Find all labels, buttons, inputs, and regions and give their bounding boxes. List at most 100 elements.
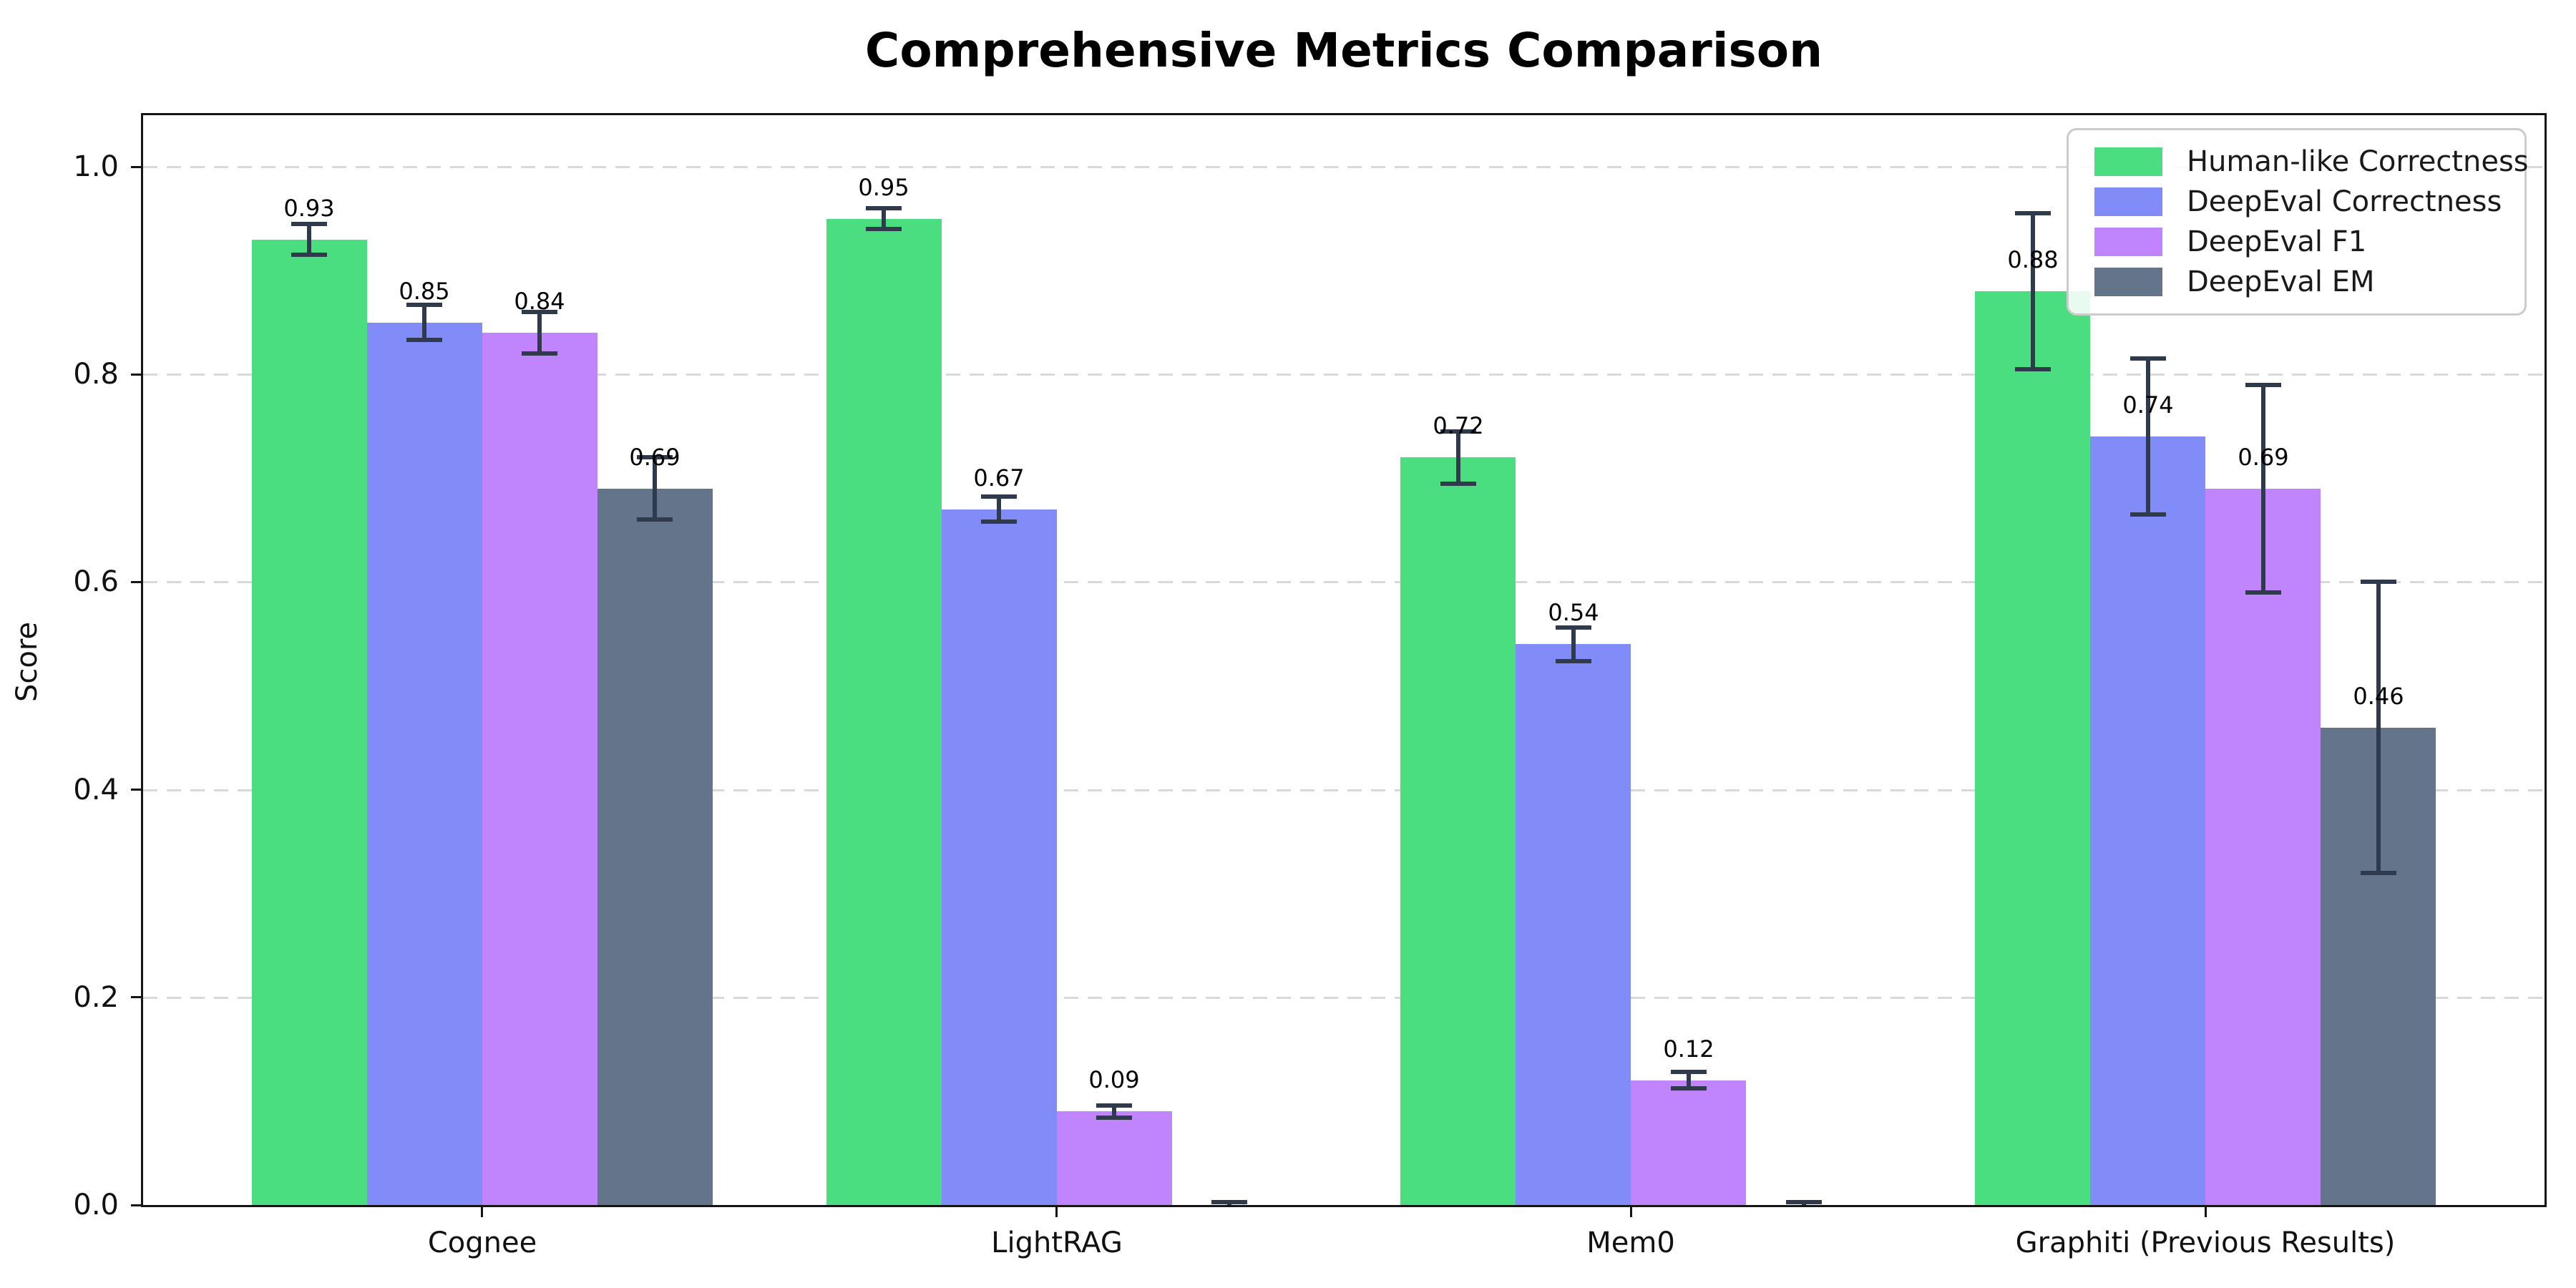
bar-lightrag-human-like-correctness xyxy=(826,219,942,1205)
x-tick-label-mem0: Mem0 xyxy=(1586,1226,1675,1259)
y-tick-mark-0.0 xyxy=(131,1204,141,1206)
bar-value-label-graphiti-previous-results-human-like-correctness: 0.88 xyxy=(2007,246,2059,273)
error-cap-top-cognee-deepeval-correctness xyxy=(406,303,442,307)
legend: Human-like Correctness DeepEval Correctne… xyxy=(2067,128,2529,316)
legend-label-deepeval-f1: DeepEval F1 xyxy=(2187,225,2367,258)
error-cap-top-lightrag-human-like-correctness xyxy=(866,206,902,210)
legend-item-deepeval-em: DeepEval EM xyxy=(2094,262,2524,302)
bar-value-label-cognee-deepeval-correctness: 0.85 xyxy=(399,278,450,305)
error-bar-lightrag-deepeval-correctness xyxy=(997,497,1001,522)
y-tick-label-0.4: 0.4 xyxy=(73,774,119,806)
bar-lightrag-deepeval-correctness xyxy=(942,509,1057,1205)
error-cap-bottom-mem0-deepeval-em xyxy=(1786,1206,1822,1207)
bar-graphiti-previous-results-deepeval-f1 xyxy=(2205,489,2321,1205)
bar-cognee-deepeval-em xyxy=(597,489,713,1205)
error-cap-top-cognee-deepeval-em xyxy=(637,455,673,459)
error-cap-bottom-mem0-human-like-correctness xyxy=(1440,482,1476,486)
error-cap-top-cognee-deepeval-f1 xyxy=(522,310,557,314)
bar-cognee-deepeval-correctness xyxy=(367,323,482,1205)
error-bar-graphiti-previous-results-deepeval-em xyxy=(2376,582,2381,872)
error-cap-bottom-mem0-deepeval-f1 xyxy=(1671,1086,1707,1091)
error-bar-lightrag-human-like-correctness xyxy=(882,208,886,229)
error-cap-bottom-mem0-deepeval-correctness xyxy=(1556,659,1591,663)
legend-item-deepeval-f1: DeepEval F1 xyxy=(2094,222,2524,262)
x-tick-mark-cognee xyxy=(481,1207,483,1217)
error-cap-top-graphiti-previous-results-deepeval-em xyxy=(2361,580,2396,584)
error-bar-mem0-human-like-correctness xyxy=(1456,431,1460,484)
error-cap-bottom-cognee-deepeval-correctness xyxy=(406,338,442,342)
error-cap-top-graphiti-previous-results-deepeval-f1 xyxy=(2245,383,2281,387)
error-bar-cognee-deepeval-em xyxy=(653,457,657,519)
legend-swatch-deepeval-f1 xyxy=(2094,228,2162,256)
bar-graphiti-previous-results-deepeval-correctness xyxy=(2090,436,2205,1205)
bar-value-label-cognee-deepeval-f1: 0.84 xyxy=(514,288,565,315)
error-cap-bottom-cognee-deepeval-f1 xyxy=(522,351,557,356)
error-bar-cognee-deepeval-correctness xyxy=(422,305,426,340)
error-cap-bottom-lightrag-deepeval-em xyxy=(1211,1206,1247,1207)
y-tick-label-0.0: 0.0 xyxy=(73,1189,119,1221)
legend-label-deepeval-em: DeepEval EM xyxy=(2187,265,2375,298)
bar-value-label-graphiti-previous-results-deepeval-f1: 0.69 xyxy=(2238,444,2289,471)
chart-title: Comprehensive Metrics Comparison xyxy=(864,23,1823,78)
y-axis-label: Score xyxy=(11,621,44,703)
error-cap-top-graphiti-previous-results-human-like-correctness xyxy=(2015,211,2051,215)
bar-value-label-cognee-human-like-correctness: 0.93 xyxy=(283,195,335,222)
error-bar-graphiti-previous-results-deepeval-correctness xyxy=(2146,358,2150,514)
error-cap-bottom-lightrag-human-like-correctness xyxy=(866,227,902,231)
gridline-0.2 xyxy=(143,996,2545,999)
error-bar-cognee-human-like-correctness xyxy=(307,224,311,255)
error-cap-bottom-graphiti-previous-results-human-like-correctness xyxy=(2015,367,2051,371)
x-tick-mark-mem0 xyxy=(1630,1207,1632,1217)
legend-label-human-like-correctness: Human-like Correctness xyxy=(2187,145,2529,178)
gridline-0.4 xyxy=(143,789,2545,791)
y-tick-mark-0.6 xyxy=(131,581,141,583)
error-bar-mem0-deepeval-correctness xyxy=(1571,628,1576,660)
bar-value-label-lightrag-human-like-correctness: 0.95 xyxy=(858,174,909,201)
bar-value-label-lightrag-deepeval-f1: 0.09 xyxy=(1088,1066,1140,1093)
bar-value-label-cognee-deepeval-em: 0.69 xyxy=(629,444,680,471)
x-tick-label-graphiti-previous-results: Graphiti (Previous Results) xyxy=(2015,1226,2396,1259)
error-cap-bottom-graphiti-previous-results-deepeval-f1 xyxy=(2245,590,2281,595)
error-cap-bottom-cognee-human-like-correctness xyxy=(291,253,327,257)
bar-value-label-mem0-human-like-correctness: 0.72 xyxy=(1433,412,1484,439)
y-tick-mark-0.2 xyxy=(131,996,141,998)
bar-value-label-mem0-deepeval-correctness: 0.54 xyxy=(1548,599,1599,626)
bar-value-label-graphiti-previous-results-deepeval-correctness: 0.74 xyxy=(2122,391,2174,419)
error-cap-top-mem0-deepeval-correctness xyxy=(1556,625,1591,630)
error-cap-top-lightrag-deepeval-f1 xyxy=(1096,1103,1132,1108)
x-tick-mark-graphiti-previous-results xyxy=(2205,1207,2207,1217)
error-cap-top-mem0-deepeval-em xyxy=(1786,1200,1822,1204)
bar-mem0-deepeval-f1 xyxy=(1631,1080,1746,1205)
error-cap-top-mem0-deepeval-f1 xyxy=(1671,1070,1707,1074)
error-cap-top-lightrag-deepeval-em xyxy=(1211,1200,1247,1204)
bar-mem0-human-like-correctness xyxy=(1400,457,1516,1205)
error-bar-lightrag-deepeval-f1 xyxy=(1112,1106,1116,1118)
error-bar-cognee-deepeval-f1 xyxy=(537,312,542,353)
legend-item-human-like-correctness: Human-like Correctness xyxy=(2094,142,2529,182)
error-cap-bottom-cognee-deepeval-em xyxy=(637,517,673,522)
error-cap-bottom-graphiti-previous-results-deepeval-em xyxy=(2361,871,2396,875)
y-tick-label-0.8: 0.8 xyxy=(73,358,119,391)
bar-mem0-deepeval-correctness xyxy=(1516,644,1631,1205)
legend-swatch-deepeval-correctness xyxy=(2094,187,2162,216)
error-cap-top-mem0-human-like-correctness xyxy=(1440,429,1476,434)
error-cap-top-graphiti-previous-results-deepeval-correctness xyxy=(2130,356,2166,361)
y-tick-label-1.0: 1.0 xyxy=(73,150,119,183)
bar-cognee-human-like-correctness xyxy=(252,240,367,1205)
y-tick-mark-0.8 xyxy=(131,374,141,376)
y-tick-mark-1.0 xyxy=(131,166,141,168)
error-bar-mem0-deepeval-f1 xyxy=(1687,1072,1691,1088)
error-cap-bottom-graphiti-previous-results-deepeval-correctness xyxy=(2130,512,2166,517)
y-tick-label-0.2: 0.2 xyxy=(73,981,119,1014)
gridline-0.6 xyxy=(143,581,2545,584)
x-tick-label-cognee: Cognee xyxy=(427,1226,537,1259)
y-tick-mark-0.4 xyxy=(131,789,141,791)
bar-value-label-lightrag-deepeval-correctness: 0.67 xyxy=(973,464,1025,492)
error-cap-bottom-lightrag-deepeval-correctness xyxy=(981,519,1017,524)
legend-swatch-human-like-correctness xyxy=(2094,147,2162,176)
gridline-1.0 xyxy=(143,166,2545,168)
legend-item-deepeval-correctness: DeepEval Correctness xyxy=(2094,182,2524,222)
bar-lightrag-deepeval-f1 xyxy=(1057,1111,1172,1205)
bar-value-label-graphiti-previous-results-deepeval-em: 0.46 xyxy=(2353,683,2404,710)
bar-value-label-mem0-deepeval-f1: 0.12 xyxy=(1663,1035,1714,1063)
